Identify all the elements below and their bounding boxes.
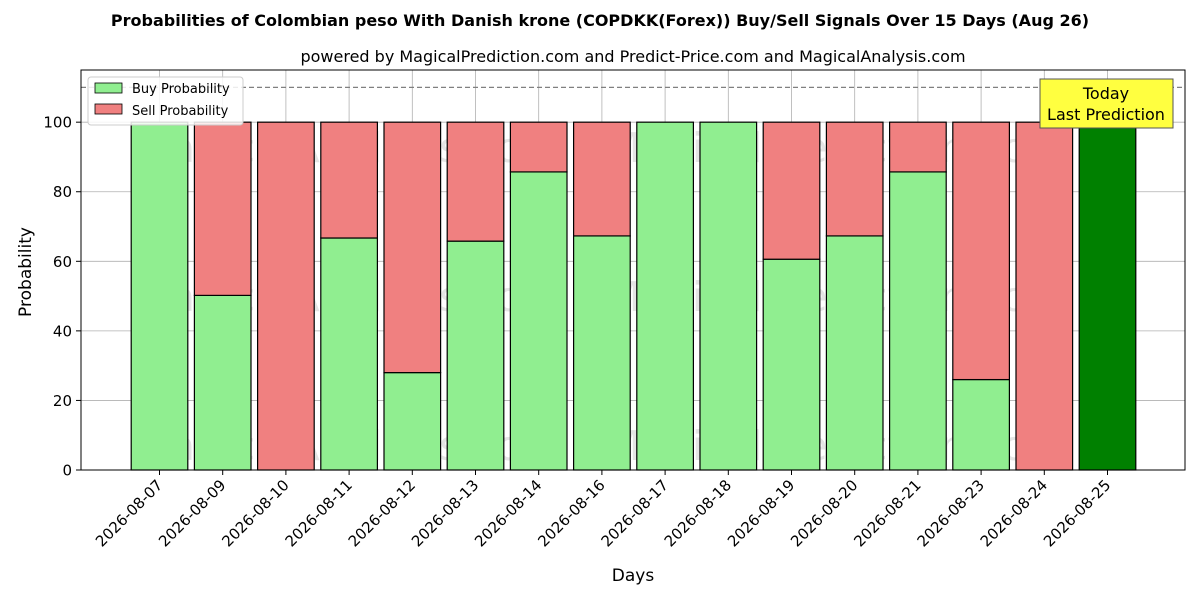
legend-box bbox=[87, 76, 244, 126]
y-tick-label: 20 bbox=[53, 392, 72, 410]
y-tick-label: 60 bbox=[53, 253, 72, 271]
buy-bar-2026-08-09 bbox=[193, 294, 252, 471]
sell-bar-2026-08-23 bbox=[952, 121, 1010, 381]
y-tick-label: 0 bbox=[62, 462, 72, 480]
today-annotation: Today Last Prediction bbox=[1039, 78, 1174, 129]
sell-bar-2026-08-10 bbox=[257, 121, 315, 471]
buy-bar-2026-08-20 bbox=[825, 235, 884, 471]
x-tick-label: 2026-08-14 bbox=[471, 476, 545, 550]
y-axis-label: Probability bbox=[16, 227, 36, 317]
buy-bar-2026-08-12 bbox=[383, 372, 442, 471]
x-tick-label: 2026-08-23 bbox=[914, 476, 988, 550]
x-tick-label: 2026-08-10 bbox=[218, 476, 292, 550]
sell-bar-2026-08-11 bbox=[320, 121, 378, 239]
chart-title: Probabilities of Colombian peso With Dan… bbox=[111, 11, 1089, 30]
buy-bar-2026-08-11 bbox=[320, 237, 378, 471]
x-tick-label: 2026-08-20 bbox=[787, 476, 861, 550]
chart-subtitle: powered by MagicalPrediction.com and Pre… bbox=[300, 47, 965, 66]
buy-bar-2026-08-19 bbox=[762, 258, 821, 471]
x-tick-label: 2026-08-13 bbox=[408, 476, 482, 550]
x-axis-label: Days bbox=[612, 566, 655, 586]
plot-frame bbox=[80, 69, 1186, 471]
y-tick-label: 80 bbox=[53, 183, 72, 201]
legend-label-buy: Buy Probability bbox=[132, 82, 230, 97]
y-tick-label: 100 bbox=[43, 114, 72, 132]
sell-bar-2026-08-24 bbox=[1015, 121, 1074, 471]
buy-bar-2026-08-07 bbox=[130, 121, 189, 471]
sell-bar-2026-08-12 bbox=[383, 121, 442, 374]
y-tick-label: 40 bbox=[53, 322, 72, 340]
sell-bar-2026-08-13 bbox=[446, 121, 505, 242]
buy-bar-2026-08-14 bbox=[509, 171, 568, 471]
x-tick-label: 2026-08-21 bbox=[850, 476, 924, 550]
x-tick-label: 2026-08-09 bbox=[155, 476, 229, 550]
legend-swatch-buy bbox=[94, 82, 123, 94]
buy-bar-2026-08-17 bbox=[636, 121, 694, 471]
x-tick-label: 2026-08-25 bbox=[1040, 476, 1114, 550]
buy-bar-2026-08-18 bbox=[699, 121, 758, 471]
legend-label-sell: Sell Probability bbox=[132, 104, 229, 119]
x-tick-label: 2026-08-11 bbox=[282, 476, 356, 550]
x-tick-label: 2026-08-19 bbox=[724, 476, 798, 550]
sell-bar-2026-08-14 bbox=[509, 121, 568, 173]
legend-swatch-sell bbox=[94, 103, 123, 115]
today-annotation-line-2: Last Prediction bbox=[1047, 105, 1165, 124]
legend: Buy Probability Sell Probability bbox=[87, 76, 244, 126]
sell-bar-2026-08-19 bbox=[762, 121, 821, 260]
sell-bar-2026-08-16 bbox=[572, 121, 631, 237]
x-tick-label: 2026-08-17 bbox=[598, 476, 672, 550]
sell-bar-2026-08-21 bbox=[888, 121, 947, 173]
x-tick-label: 2026-08-16 bbox=[534, 476, 608, 550]
x-tick-label: 2026-08-07 bbox=[92, 476, 166, 550]
sell-bar-2026-08-09 bbox=[193, 121, 252, 296]
buy-bar-2026-08-21 bbox=[888, 171, 947, 471]
today-annotation-box bbox=[1039, 78, 1174, 129]
buy-bar-2026-08-23 bbox=[952, 378, 1010, 471]
x-tick-label: 2026-08-12 bbox=[345, 476, 419, 550]
sell-bar-2026-08-20 bbox=[825, 121, 884, 237]
x-tick-label: 2026-08-24 bbox=[977, 476, 1051, 550]
buy-bar-2026-08-16 bbox=[572, 235, 631, 471]
buy-bar-2026-08-25 bbox=[1078, 121, 1137, 471]
bar-layer bbox=[130, 121, 1137, 471]
buy-bar-2026-08-13 bbox=[446, 240, 505, 471]
today-annotation-line-1: Today bbox=[1082, 84, 1129, 103]
x-tick-label: 2026-08-18 bbox=[661, 476, 735, 550]
